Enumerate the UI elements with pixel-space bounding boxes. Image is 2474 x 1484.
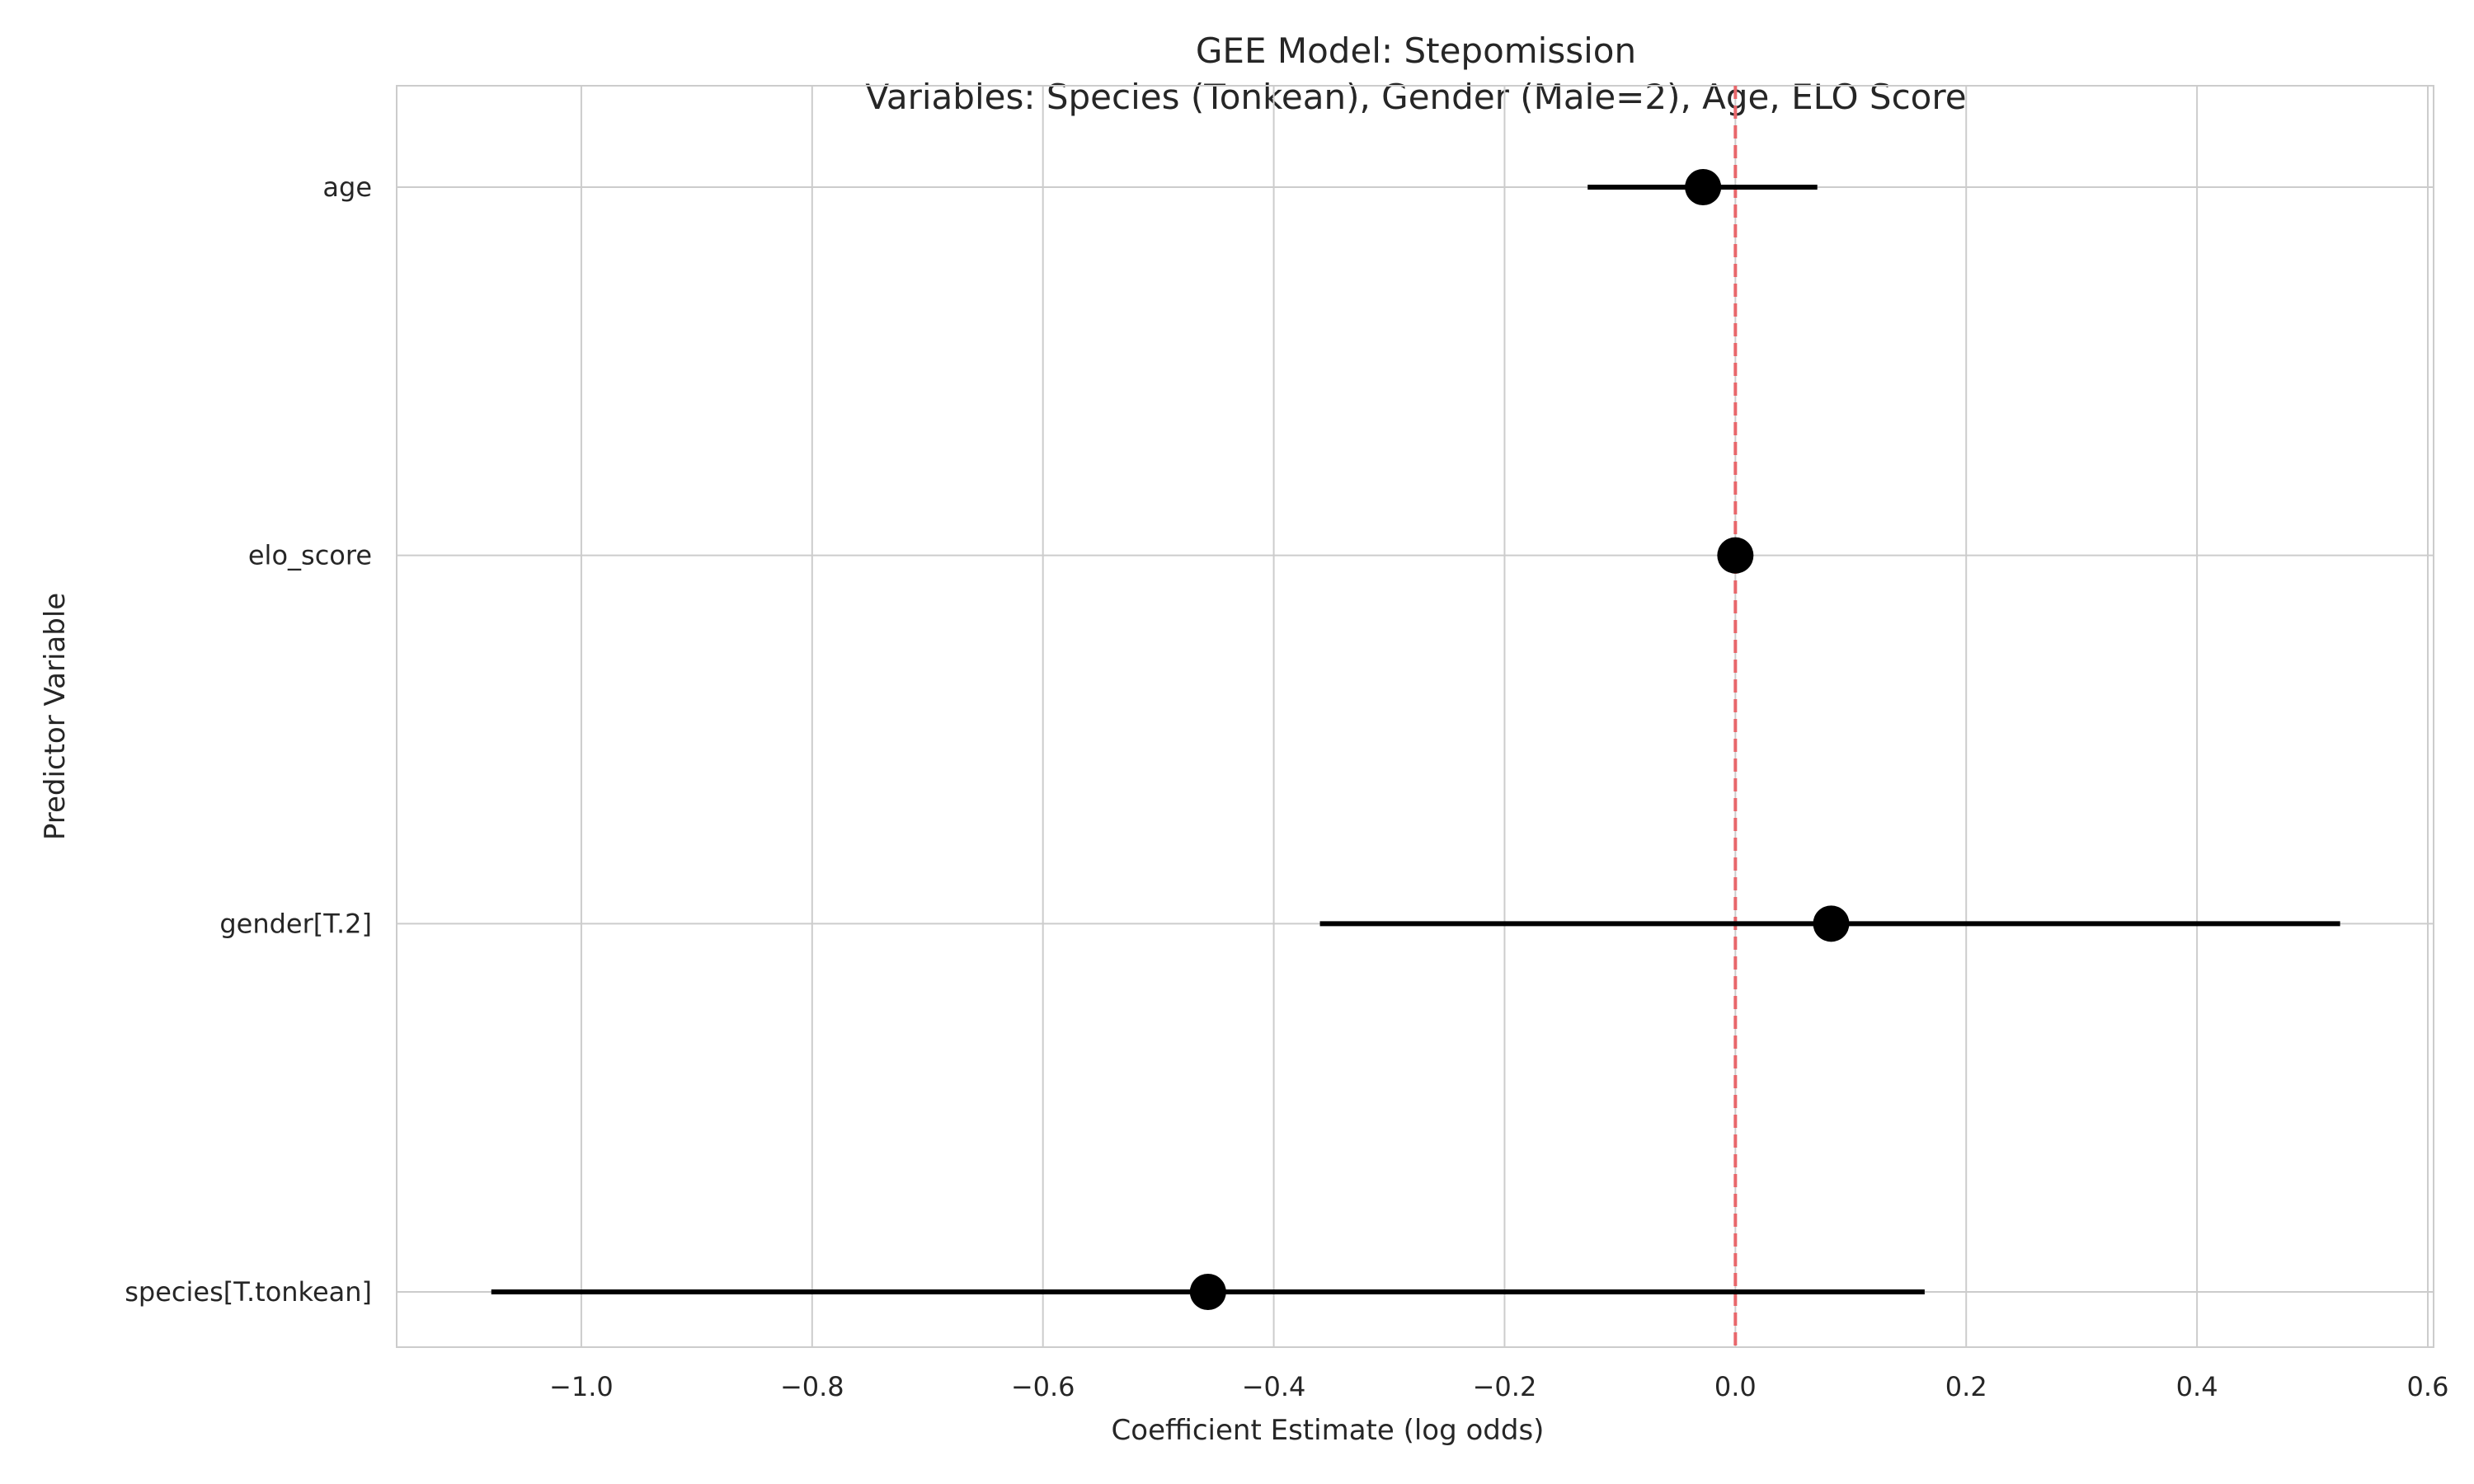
y-tick-label: elo_score <box>248 540 372 571</box>
y-tick-labels: age elo_score gender[T.2] species[T.tonkean… <box>125 171 372 1308</box>
x-tick-label: 0.0 <box>1714 1371 1757 1402</box>
y-axis-label: Predictor Variable <box>39 593 72 840</box>
chart-subtitle: Variables: Species (Tonkean), Gender (Ma… <box>865 77 1966 117</box>
x-tick-labels: −1.0 −0.8 −0.6 −0.4 −0.2 0.0 0.2 0.4 0.6 <box>549 1371 2448 1402</box>
plot-frame <box>396 85 2434 1348</box>
estimate-point <box>1813 905 1850 942</box>
y-tick-label: species[T.tonkean] <box>125 1276 372 1308</box>
x-axis-label: Coefficient Estimate (log odds) <box>1112 1414 1545 1447</box>
chart-title: GEE Model: Stepomission <box>1196 31 1636 71</box>
x-tick-label: −0.6 <box>1011 1371 1075 1402</box>
x-tick-label: 0.6 <box>2407 1371 2449 1402</box>
x-tick-label: 0.4 <box>2176 1371 2218 1402</box>
estimate-point <box>1189 1274 1226 1310</box>
estimate-point <box>1685 169 1722 205</box>
data-layer <box>491 169 2340 1310</box>
y-tick-label: gender[T.2] <box>219 908 372 939</box>
x-tick-label: −0.8 <box>780 1371 844 1402</box>
x-tick-label: −1.0 <box>549 1371 614 1402</box>
y-tick-label: age <box>322 171 372 203</box>
grid-layer <box>397 86 2434 1347</box>
x-tick-label: 0.2 <box>1945 1371 1987 1402</box>
x-tick-label: −0.4 <box>1242 1371 1306 1402</box>
estimate-point <box>1717 537 1754 574</box>
x-tick-label: −0.2 <box>1473 1371 1537 1402</box>
